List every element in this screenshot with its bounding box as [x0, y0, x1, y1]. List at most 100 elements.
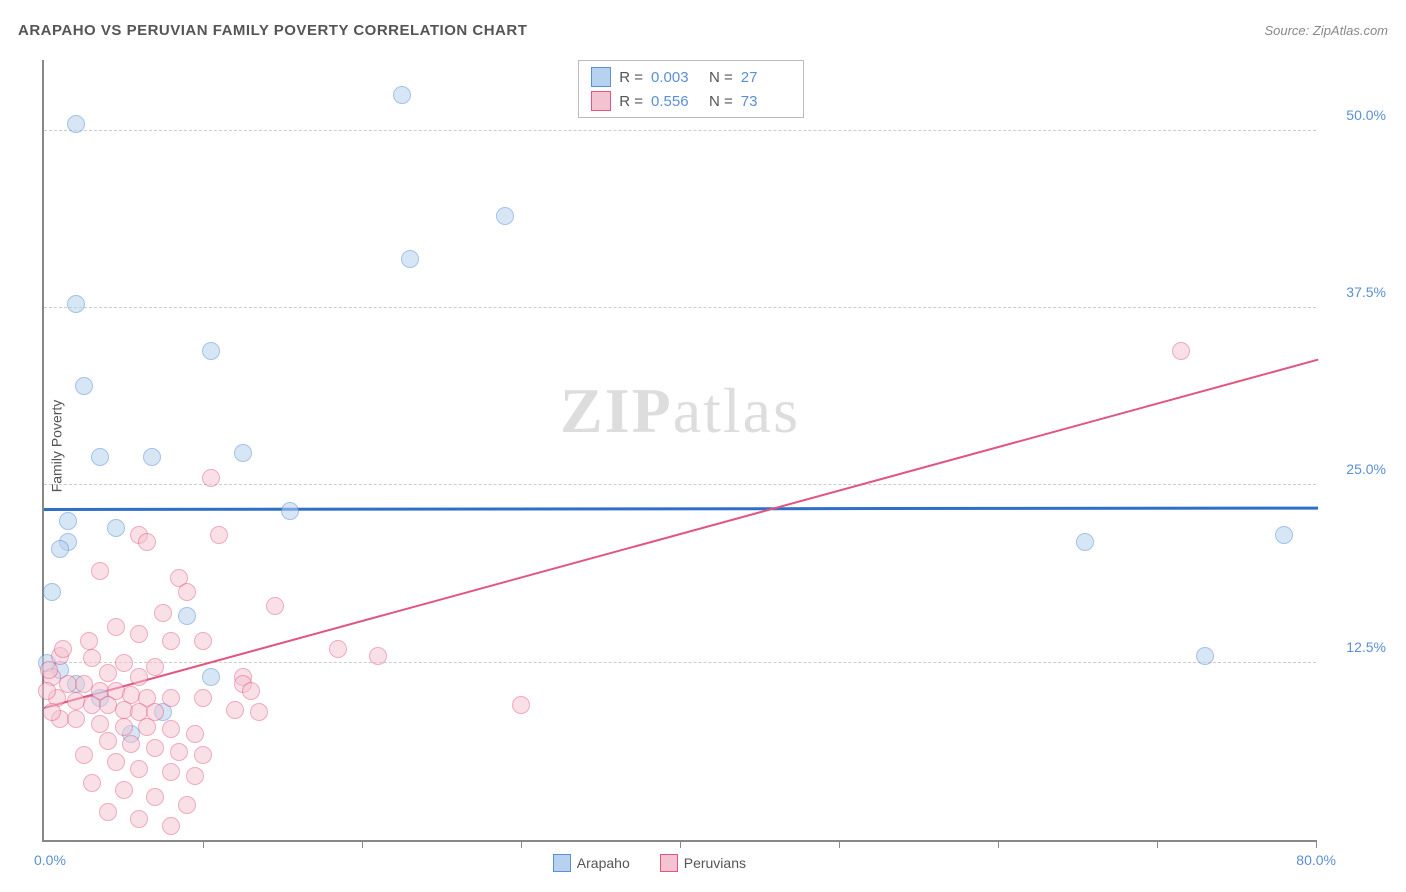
scatter-point	[130, 668, 148, 686]
scatter-point	[162, 689, 180, 707]
scatter-point	[242, 682, 260, 700]
scatter-point	[329, 640, 347, 658]
stat-label: R =	[619, 69, 643, 86]
y-tick-label: 25.0%	[1346, 461, 1386, 477]
scatter-point	[99, 803, 117, 821]
scatter-point	[130, 760, 148, 778]
scatter-point	[59, 512, 77, 530]
y-tick-label: 50.0%	[1346, 107, 1386, 123]
stats-row: R = 0.003 N = 27	[591, 65, 791, 89]
scatter-point	[1076, 533, 1094, 551]
scatter-point	[67, 710, 85, 728]
scatter-point	[43, 703, 61, 721]
x-tick	[1316, 840, 1317, 848]
scatter-point	[83, 649, 101, 667]
scatter-point	[146, 658, 164, 676]
x-tick	[998, 840, 999, 848]
x-tick	[680, 840, 681, 848]
legend-swatch-2	[660, 854, 678, 872]
scatter-point	[178, 607, 196, 625]
scatter-point	[143, 448, 161, 466]
scatter-point	[146, 788, 164, 806]
scatter-point	[51, 540, 69, 558]
scatter-point	[512, 696, 530, 714]
scatter-point	[99, 732, 117, 750]
scatter-point	[281, 502, 299, 520]
scatter-point	[138, 533, 156, 551]
scatter-point	[178, 583, 196, 601]
scatter-point	[75, 746, 93, 764]
scatter-point	[194, 632, 212, 650]
scatter-point	[146, 739, 164, 757]
r-value-1: 0.003	[651, 69, 701, 86]
gridline	[44, 484, 1316, 485]
scatter-point	[91, 562, 109, 580]
scatter-point	[162, 817, 180, 835]
scatter-point	[38, 682, 56, 700]
legend-label-2: Peruvians	[684, 855, 746, 871]
scatter-point	[162, 763, 180, 781]
scatter-point	[234, 444, 252, 462]
trend-line	[44, 359, 1319, 709]
trend-line	[44, 506, 1318, 510]
scatter-point	[40, 661, 58, 679]
gridline	[44, 307, 1316, 308]
scatter-point	[162, 632, 180, 650]
scatter-point	[393, 86, 411, 104]
legend-item: Arapaho	[553, 854, 630, 872]
scatter-point	[99, 664, 117, 682]
scatter-point	[115, 718, 133, 736]
y-tick-label: 12.5%	[1346, 639, 1386, 655]
scatter-point	[250, 703, 268, 721]
scatter-point	[80, 632, 98, 650]
r-value-2: 0.556	[651, 93, 701, 110]
scatter-point	[186, 767, 204, 785]
gridline	[44, 662, 1316, 663]
scatter-point	[107, 519, 125, 537]
scatter-point	[202, 668, 220, 686]
x-tick	[839, 840, 840, 848]
scatter-point	[401, 250, 419, 268]
n-value-2: 73	[741, 93, 791, 110]
scatter-point	[496, 207, 514, 225]
scatter-point	[75, 377, 93, 395]
legend-item: Peruvians	[660, 854, 746, 872]
series1-swatch	[591, 67, 611, 87]
x-tick	[203, 840, 204, 848]
x-tick	[362, 840, 363, 848]
scatter-point	[202, 469, 220, 487]
stat-label: R =	[619, 93, 643, 110]
scatter-point	[130, 625, 148, 643]
series2-swatch	[591, 91, 611, 111]
watermark-light: atlas	[673, 375, 800, 446]
scatter-point	[266, 597, 284, 615]
scatter-point	[91, 715, 109, 733]
chart-title: ARAPAHO VS PERUVIAN FAMILY POVERTY CORRE…	[18, 22, 527, 39]
gridline	[44, 130, 1316, 131]
scatter-point	[107, 753, 125, 771]
x-axis-min-label: 0.0%	[34, 852, 66, 868]
scatter-point	[194, 689, 212, 707]
x-axis-max-label: 80.0%	[1296, 852, 1336, 868]
bottom-legend: Arapaho Peruvians	[553, 854, 746, 872]
legend-swatch-1	[553, 854, 571, 872]
scatter-point	[178, 796, 196, 814]
scatter-point	[194, 746, 212, 764]
scatter-point	[154, 604, 172, 622]
scatter-point	[170, 743, 188, 761]
scatter-point	[115, 781, 133, 799]
scatter-point	[83, 774, 101, 792]
scatter-point	[1172, 342, 1190, 360]
scatter-point	[202, 342, 220, 360]
stats-row: R = 0.556 N = 73	[591, 89, 791, 113]
source-attribution: Source: ZipAtlas.com	[1264, 23, 1388, 38]
scatter-point	[91, 448, 109, 466]
x-tick	[521, 840, 522, 848]
scatter-point	[67, 115, 85, 133]
watermark-text: ZIPatlas	[560, 374, 800, 448]
watermark-bold: ZIP	[560, 375, 673, 446]
x-tick	[1157, 840, 1158, 848]
scatter-point	[369, 647, 387, 665]
scatter-point	[130, 810, 148, 828]
scatter-point	[1275, 526, 1293, 544]
